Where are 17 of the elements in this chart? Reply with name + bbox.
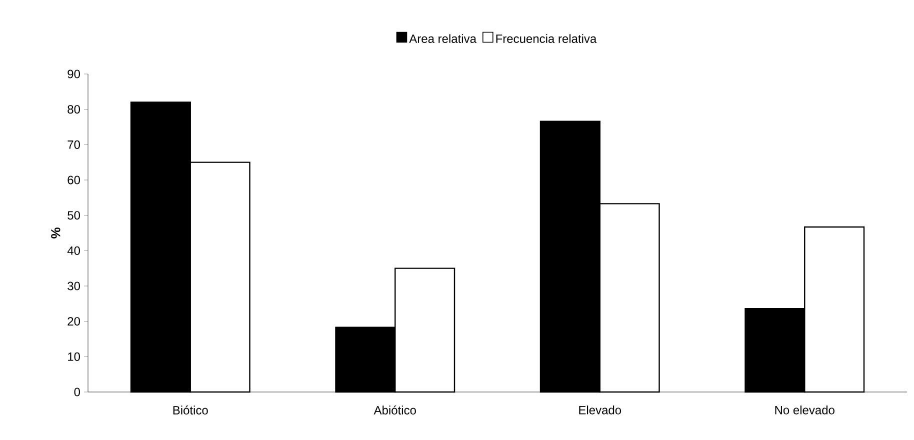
x-tick-label: No elevado (775, 406, 834, 414)
y-tick-label: 20 (68, 317, 80, 326)
x-tick-label: Biótico (173, 406, 208, 414)
y-axis-title: % (51, 228, 60, 238)
y-tick-label: 10 (68, 352, 80, 361)
y-tick-label: 0 (74, 388, 80, 396)
x-tick-label: Elevado (579, 406, 622, 414)
y-tick-label: 90 (68, 70, 80, 78)
y-tick-label: 50 (68, 211, 80, 220)
y-tick-label: 70 (68, 140, 80, 149)
legend-label: Frecuencia relativa (496, 34, 597, 43)
y-tick-label: 60 (68, 176, 80, 184)
x-tick-label: Abiótico (374, 406, 416, 414)
y-tick-label: 40 (67, 246, 80, 255)
legend-label: Area relativa (409, 34, 476, 43)
y-tick-label: 30 (68, 282, 80, 290)
y-tick-label: 80 (68, 105, 80, 114)
